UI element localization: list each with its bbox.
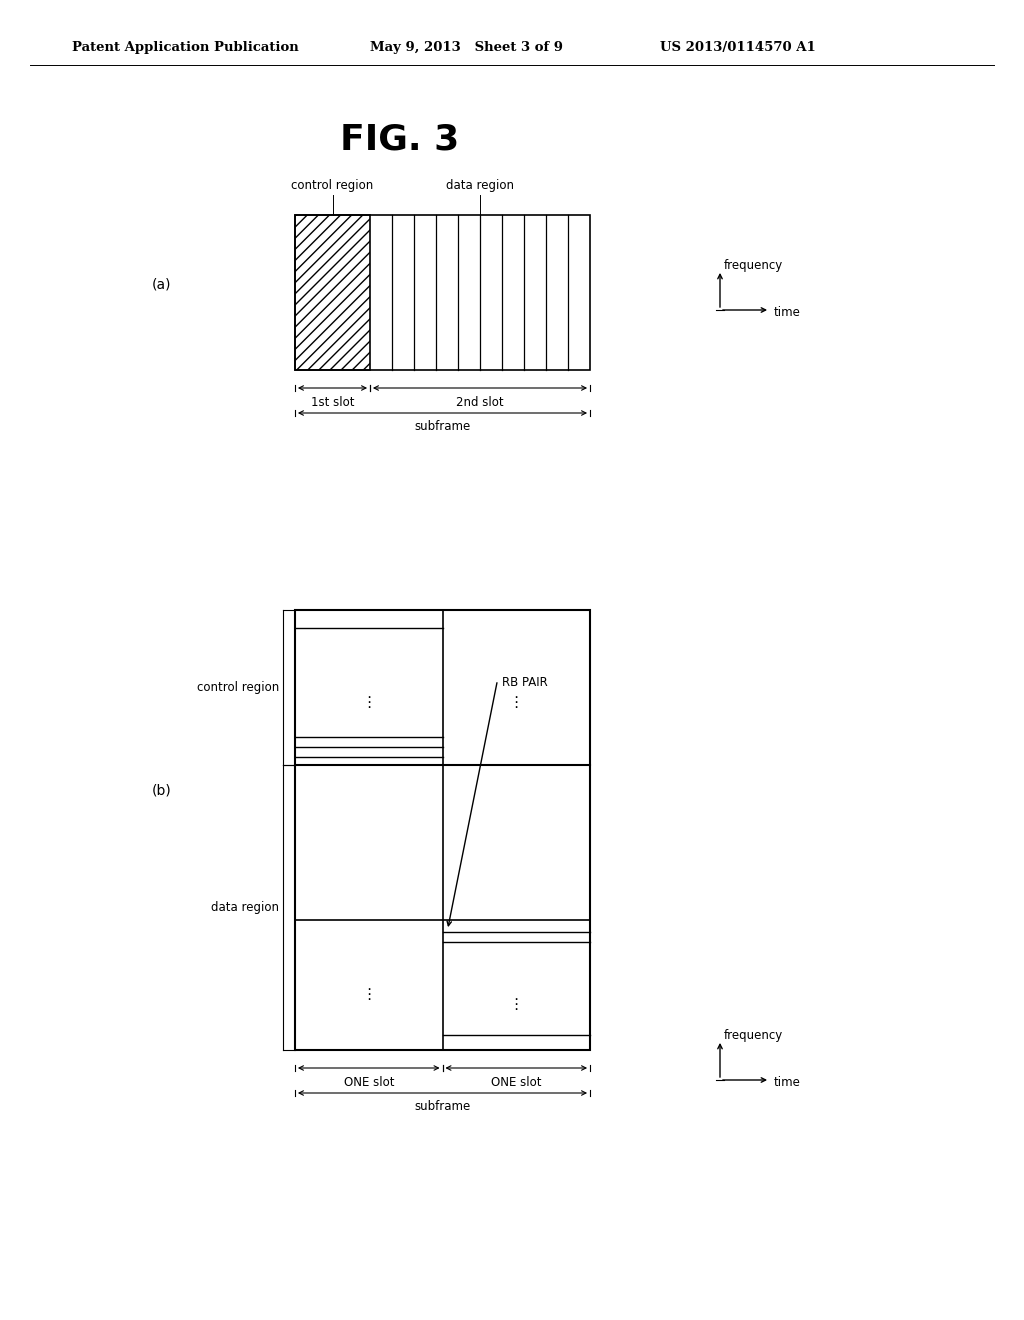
Text: ONE slot: ONE slot [343, 1076, 394, 1089]
Text: frequency: frequency [724, 1030, 783, 1043]
Text: May 9, 2013   Sheet 3 of 9: May 9, 2013 Sheet 3 of 9 [370, 41, 563, 54]
Text: RB PAIR: RB PAIR [503, 676, 548, 689]
Text: subframe: subframe [415, 421, 471, 433]
Bar [295, 215, 590, 370]
Text: FIG. 3: FIG. 3 [340, 123, 460, 157]
Text: frequency: frequency [724, 260, 783, 272]
Text: time: time [774, 305, 801, 318]
Text: ⋮: ⋮ [361, 987, 377, 1002]
Text: data region: data region [211, 902, 279, 913]
Text: 2nd slot: 2nd slot [456, 396, 504, 408]
Text: Patent Application Publication: Patent Application Publication [72, 41, 299, 54]
Text: 1st slot: 1st slot [310, 396, 354, 408]
Text: subframe: subframe [415, 1101, 471, 1114]
Text: control region: control region [292, 180, 374, 191]
Text: data region: data region [446, 180, 514, 191]
Text: ⋮: ⋮ [509, 694, 524, 710]
Bar [295, 215, 370, 370]
Text: time: time [774, 1076, 801, 1089]
Text: ONE slot: ONE slot [490, 1076, 542, 1089]
Text: control region: control region [197, 681, 279, 694]
Text: ⋮: ⋮ [361, 694, 377, 710]
Text: (b): (b) [152, 783, 172, 797]
Text: ⋮: ⋮ [509, 998, 524, 1012]
Text: (a): (a) [152, 279, 171, 292]
Bar [295, 610, 590, 1049]
Text: US 2013/0114570 A1: US 2013/0114570 A1 [660, 41, 816, 54]
